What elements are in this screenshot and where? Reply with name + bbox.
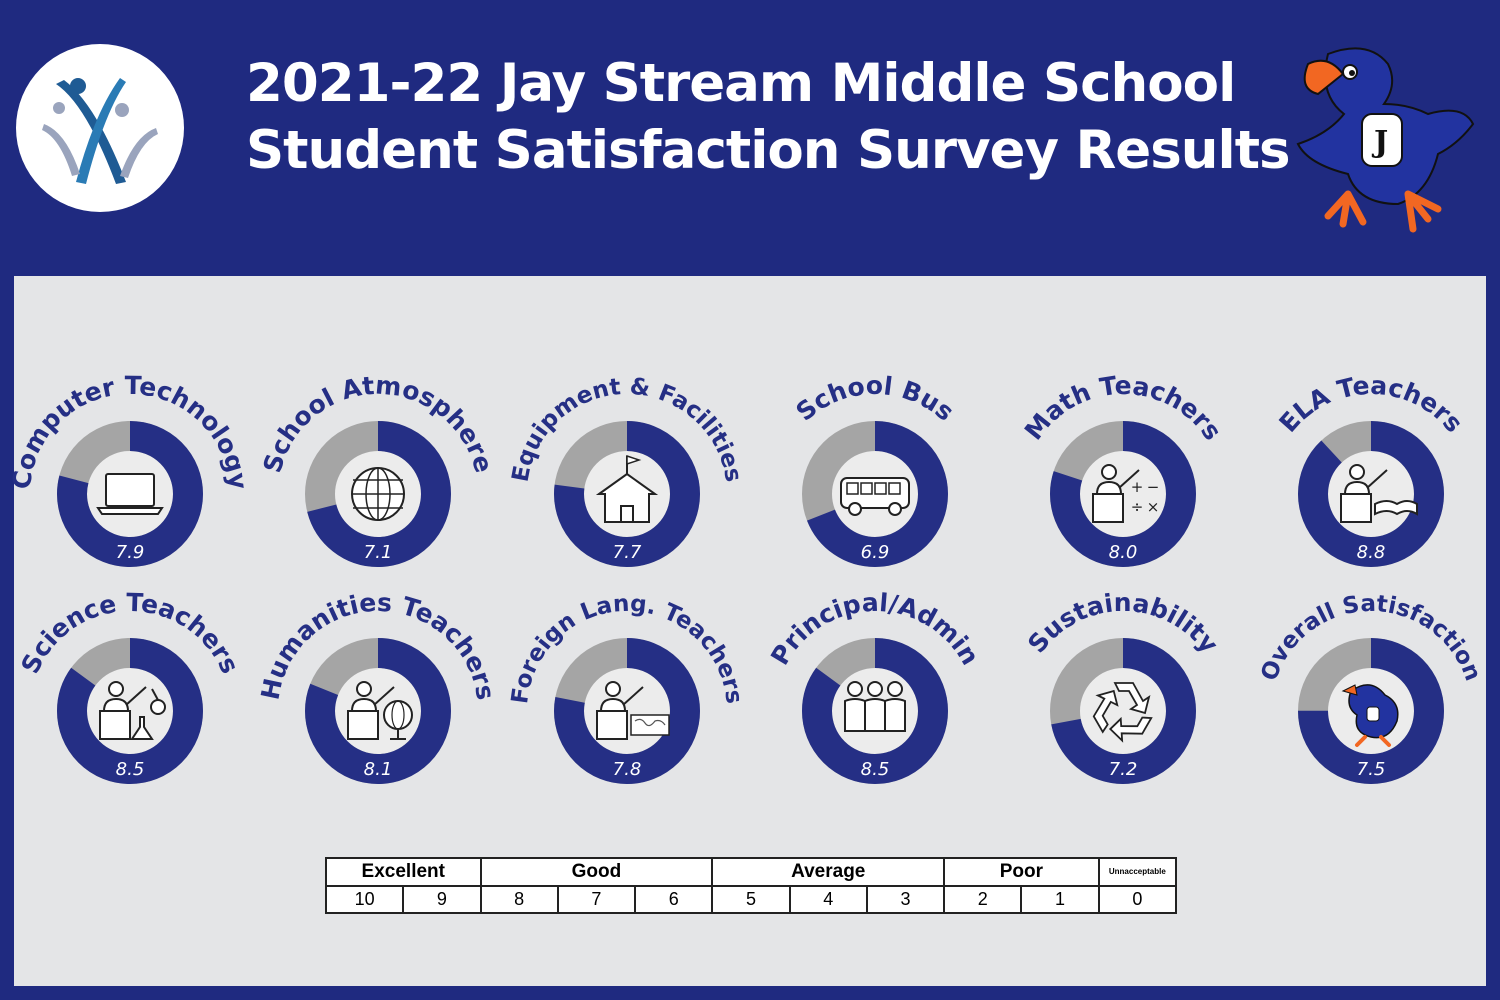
rating-scale-legend: Excellent Good Average Poor Unnacceptable 10… <box>324 857 1178 914</box>
legend-score: 8 <box>479 884 559 914</box>
district-logo <box>16 44 184 212</box>
legend-score: 0 <box>1097 884 1178 914</box>
science-teacher-icon <box>99 681 166 740</box>
svg-text:+: + <box>1131 478 1144 496</box>
legend-score: 6 <box>634 884 714 914</box>
legend-score: 7 <box>556 884 637 914</box>
ring-value-arc <box>802 421 948 567</box>
ring-value-arc <box>802 638 948 784</box>
legend-category: Poor <box>943 857 1100 887</box>
legend-score: 2 <box>943 884 1023 914</box>
score-value: 6.9 <box>861 542 890 563</box>
blue-jay-mascot: J <box>1288 44 1478 244</box>
laptop-icon <box>96 473 164 515</box>
header: 2021-22 Jay Stream Middle School Student… <box>0 0 1500 272</box>
ring-value-arc <box>554 421 700 567</box>
schoolhouse-icon <box>595 454 659 523</box>
score-value: 8.5 <box>861 759 890 780</box>
score-value: 8.5 <box>116 759 145 780</box>
legend-score: 10 <box>324 884 405 914</box>
score-value: 7.1 <box>364 542 393 563</box>
ela-teacher-icon <box>1340 464 1418 523</box>
score-value: 8.0 <box>1109 542 1138 563</box>
score-value: 7.9 <box>116 542 145 563</box>
score-value: 7.8 <box>613 759 642 780</box>
ring-value-arc <box>305 638 451 784</box>
ring-value-arc <box>554 638 700 784</box>
humanities-teacher-icon <box>347 681 413 740</box>
ring-value-arc <box>1050 638 1196 784</box>
legend-category: Good <box>479 857 714 887</box>
page-title: 2021-22 Jay Stream Middle School Student… <box>246 50 1291 184</box>
legend-score: 4 <box>788 884 868 914</box>
legend-category: Excellent <box>325 857 482 887</box>
svg-text:J: J <box>1371 125 1388 160</box>
ring-value-arc <box>57 421 203 567</box>
score-value: 8.8 <box>1357 542 1386 563</box>
score-value: 7.5 <box>1357 759 1386 780</box>
ring-value-arc <box>1298 638 1444 784</box>
legend-score: 5 <box>711 884 791 914</box>
icon-disc <box>1079 667 1167 755</box>
score-value: 7.7 <box>613 542 642 563</box>
title-line-1: 2021-22 Jay Stream Middle School <box>246 53 1236 114</box>
foreign-language-teacher-icon <box>596 681 670 740</box>
legend-score: 9 <box>402 884 482 914</box>
ring-value-arc <box>305 421 451 567</box>
recycle-icon <box>1092 682 1153 743</box>
people-group-icon <box>844 681 906 732</box>
svg-text:÷: ÷ <box>1131 498 1144 516</box>
ring-value-arc <box>57 638 203 784</box>
score-value: 7.2 <box>1109 759 1138 780</box>
legend-score: 1 <box>1020 884 1100 914</box>
svg-text:−: − <box>1147 478 1160 496</box>
title-line-2: Student Satisfaction Survey Results <box>246 120 1291 181</box>
mascot-icon <box>1341 684 1399 747</box>
ring-value-arc <box>1050 421 1196 567</box>
ring-value-arc <box>1298 421 1444 567</box>
svg-text:×: × <box>1147 498 1160 516</box>
score-value: 8.1 <box>364 759 393 780</box>
globe-icon <box>351 467 405 521</box>
bus-icon <box>840 477 910 516</box>
legend-score: 3 <box>865 884 946 914</box>
legend-category: Average <box>711 857 946 887</box>
legend-category-row: Excellent Good Average Poor Unnacceptable <box>325 857 1178 887</box>
legend-category: Unnacceptable <box>1097 857 1178 887</box>
legend-score-row: 10 9 8 7 6 5 4 3 2 1 0 <box>324 884 1178 914</box>
math-teacher-icon: + −÷ × <box>1092 464 1160 523</box>
